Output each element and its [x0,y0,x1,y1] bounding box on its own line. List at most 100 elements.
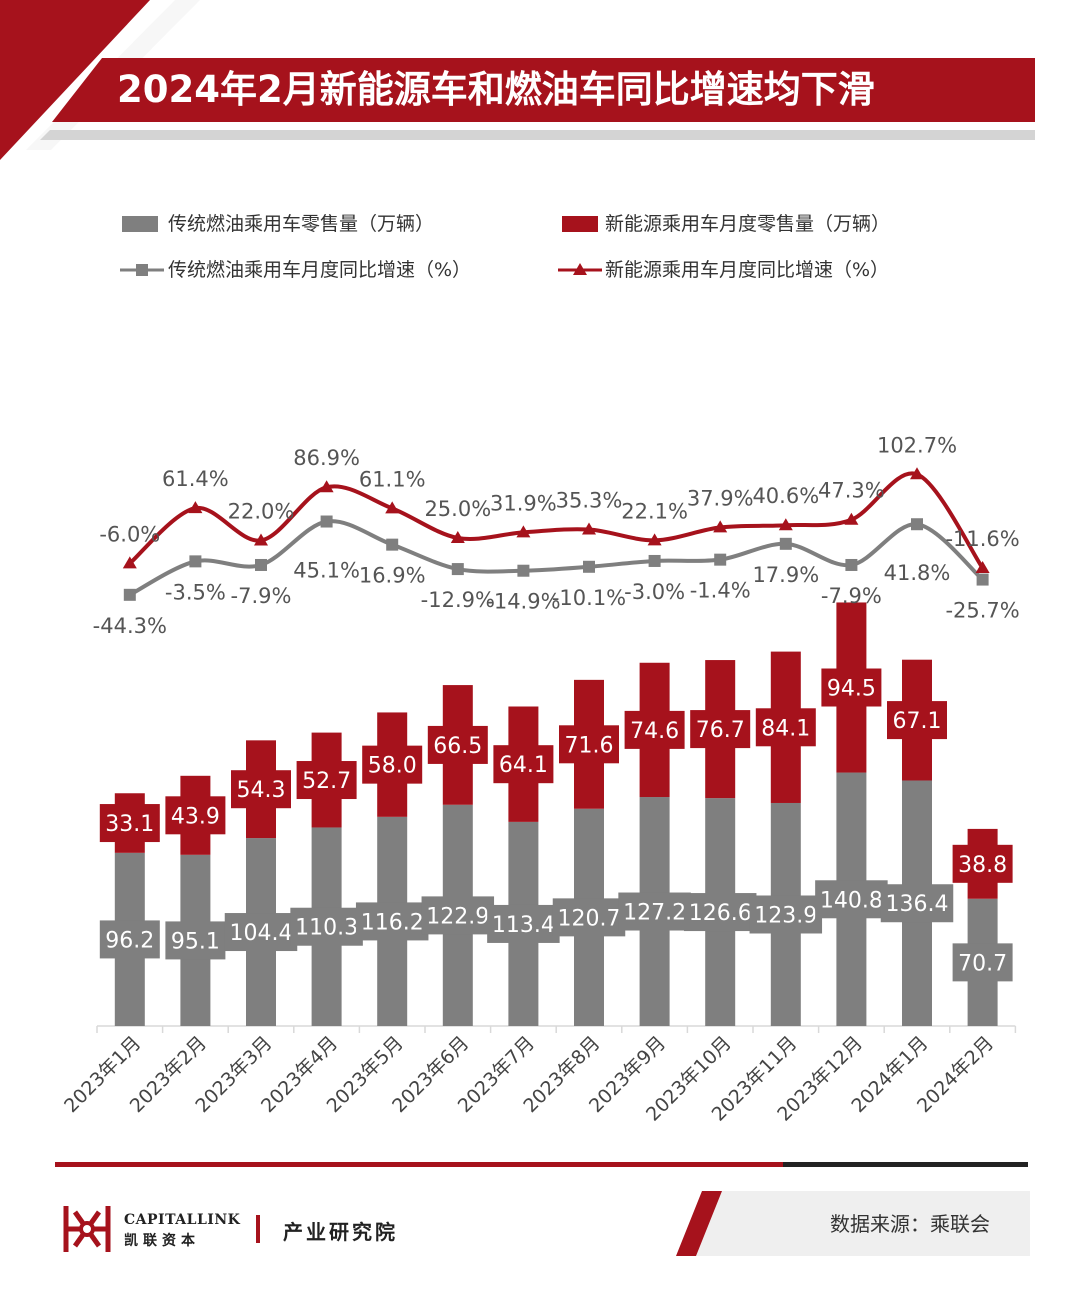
marker-nev-yoy [254,533,268,546]
brand-name-en: CAPITALLINK [124,1212,241,1228]
line-label-nev: 102.7% [877,433,957,457]
marker-ice-yoy [255,558,267,571]
bar-label-ice-box [487,904,560,943]
line-label-nev: 37.9% [687,486,754,510]
line-label-ice: 16.9% [359,564,426,588]
legend-label-nev-sales: 新能源乘用车月度零售量（万辆） [605,213,891,235]
marker-ice-yoy [976,573,989,586]
bar-label-nev-box [296,761,357,800]
line-label-ice: 17.9% [752,563,819,587]
bar-label-ice: 123.9 [754,903,817,928]
bar-label-nev: 94.5 [827,677,876,702]
bar-label-nev-box [165,796,226,835]
bar-label-ice: 95.1 [171,929,220,954]
marker-ice-yoy [123,588,136,601]
bar-label-nev-box [427,725,488,764]
bar-label-ice: 127.2 [623,901,686,926]
line-label-ice: 45.1% [293,559,360,583]
legend-label-ice-yoy: 传统燃油乘用车月度同比增速（%） [168,259,472,281]
bar-label-ice-box [99,920,160,959]
line-label-nev: 35.3% [556,489,623,513]
line-label-ice: -7.9% [231,584,292,608]
bar-label-ice-box [683,893,757,932]
bar-label-ice: 96.2 [105,928,154,953]
bar-label-nev-box [362,745,423,784]
bar-label-nev: 33.1 [105,812,154,837]
page-title: 2024年2月新能源车和燃油车同比增速均下滑 [117,68,875,111]
legend-swatch-nev-line [558,263,602,275]
marker-ice-yoy [451,563,464,576]
marker-ice-yoy [517,564,530,577]
marker-nev-yoy [188,501,203,514]
bar-label-nev: 58.0 [368,754,417,779]
bar-label-nev-box [624,710,685,749]
line-label-nev: -11.6% [945,527,1019,551]
line-label-nev: 25.0% [424,497,491,521]
bar-label-nev: 84.1 [761,716,810,741]
bar-label-nev-box [821,668,882,707]
bar-label-ice: 120.7 [558,906,621,931]
bar-label-nev: 38.8 [958,853,1007,878]
bar-label-ice: 136.4 [886,892,949,917]
bar-label-nev-box [231,770,291,809]
bar-label-ice-box [290,907,363,946]
division-name: 产业研究院 [283,1220,398,1244]
bar-label-nev: 52.7 [302,769,351,794]
footer-decoration [55,1162,1030,1256]
marker-nev-yoy [975,561,990,574]
bar-label-ice-box [421,896,495,935]
line-label-ice: -10.1% [552,586,626,610]
legend-swatch-ice-line [120,264,164,276]
marker-ice-yoy [714,553,727,566]
bar-label-ice-box [749,895,823,934]
bar-label-ice-box [165,921,226,960]
bar-label-nev: 76.7 [696,718,745,743]
marker-ice-yoy [189,555,202,568]
bar-label-ice: 113.4 [492,913,555,938]
legend-swatch-ice-bar [122,216,158,232]
line-label-ice: -7.9% [821,584,882,608]
bar-label-nev: 54.3 [237,778,286,803]
bar-label-ice: 104.4 [230,921,293,946]
marker-nev-yoy [385,501,400,514]
bar-label-ice: 70.7 [958,951,1007,976]
legend-label-ice-sales: 传统燃油乘用车零售量（万辆） [168,213,435,235]
bar-label-ice: 110.3 [295,916,358,941]
bar-label-nev-box [559,725,619,764]
marker-nev-yoy [647,533,662,546]
line-label-nev: 61.1% [359,467,426,491]
line-label-nev: 22.0% [228,499,295,523]
bar-label-ice: 140.8 [820,888,883,913]
line-label-ice: -12.9% [421,588,495,612]
bar-label-ice-box [552,898,626,937]
marker-ice-yoy [845,558,858,571]
marker-nev-yoy [516,525,531,538]
bar-label-nev: 71.6 [565,733,614,758]
line-label-ice: -3.5% [165,580,226,604]
bar-label-nev: 74.6 [630,719,679,744]
line-label-ice: -14.9% [486,590,560,614]
bar-label-ice-box [880,884,954,923]
marker-ice-yoy [648,554,661,567]
marker-nev-yoy [582,522,596,535]
header-decoration [0,0,1035,160]
bar-label-ice: 126.6 [689,901,752,926]
line-label-nev: 86.9% [293,446,360,470]
bar-label-nev: 43.9 [171,804,220,829]
marker-nev-yoy [844,512,859,525]
line-label-ice: -44.3% [93,614,167,638]
bar-label-nev-box [99,804,160,843]
combo-chart: 2023年1月2023年2月2023年3月2023年4月2023年5月2023年… [60,433,1020,1125]
bar-label-ice: 122.9 [426,904,489,929]
line-label-nev: 31.9% [490,491,557,515]
bar-label-nev: 64.1 [499,753,548,778]
line-label-nev: 47.3% [818,479,885,503]
legend-label-nev-yoy: 新能源乘用车月度同比增速（%） [605,259,890,281]
bar-label-ice-box [618,892,691,931]
marker-ice-yoy [386,538,399,551]
capitallink-logo-icon [63,1206,111,1252]
marker-ice-yoy [583,560,595,573]
marker-ice-yoy [911,518,923,531]
brand-name-cn: 凯联资本 [124,1233,200,1249]
bar-label-nev-box [493,745,554,784]
